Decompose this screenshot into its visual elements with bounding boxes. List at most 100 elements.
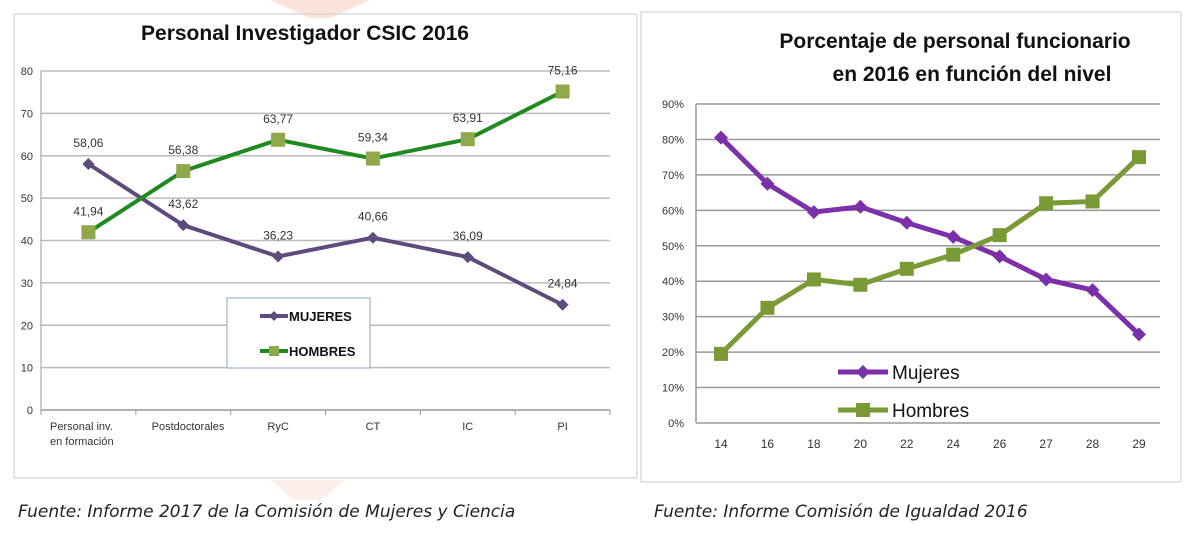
legend-marker (856, 365, 870, 379)
x-tick-label: 27 (1039, 437, 1053, 451)
data-point-hombres (899, 261, 914, 276)
data-point-hombres (81, 225, 96, 240)
y-tick-label: 80% (662, 134, 684, 146)
data-point-mujeres (177, 219, 190, 232)
data-point-hombres (1132, 150, 1146, 165)
y-tick-label: 60 (21, 151, 33, 163)
data-point-mujeres (82, 157, 95, 170)
data-label: 58,06 (73, 136, 103, 150)
series-line-hombres (719, 155, 1141, 356)
y-tick-label: 90% (662, 99, 684, 111)
series-line-mujeres (719, 135, 1141, 337)
data-label: 43,62 (168, 197, 198, 211)
legend-label: HOMBRES (289, 344, 356, 359)
x-tick-label: 14 (714, 437, 728, 451)
y-tick-label: 10% (662, 383, 684, 395)
data-point-hombres (1085, 194, 1100, 209)
data-point-hombres (1039, 196, 1054, 211)
legend-box (226, 297, 371, 369)
data-label: 40,66 (358, 210, 388, 224)
x-tick-label: PI (557, 421, 567, 433)
y-tick-label: 40% (662, 276, 684, 288)
data-point-mujeres (946, 229, 961, 244)
x-tick-label: RyC (267, 421, 288, 433)
data-point-mujeres (461, 251, 474, 264)
data-point-mujeres (366, 231, 379, 244)
legend-label: MUJERES (289, 309, 352, 324)
data-point-hombres (460, 132, 475, 147)
data-point-hombres (806, 272, 821, 287)
legend-marker (269, 346, 279, 356)
y-tick-label: 0% (668, 418, 684, 430)
x-tick-label: Postdoctorales (152, 421, 225, 433)
watermark-shape (270, 480, 345, 500)
x-tick-label-line: Postdoctorales (152, 421, 225, 433)
x-tick-label-line: RyC (267, 421, 288, 433)
legend-marker (269, 311, 279, 321)
data-label: 75,16 (548, 64, 578, 78)
x-tick-label-line: IC (462, 421, 473, 433)
legend-marker (856, 403, 870, 417)
y-tick-label: 0 (27, 405, 33, 417)
right-chart-frame (640, 11, 1182, 483)
left-chart-frame (13, 13, 638, 479)
legend: MUJERES HOMBRES (226, 297, 371, 369)
y-tick-label: 40 (21, 236, 33, 248)
x-tick-label: 20 (854, 437, 868, 451)
data-point-hombres (714, 346, 728, 361)
x-tick-label-line: CT (366, 421, 381, 433)
x-tick-label: 28 (1086, 437, 1100, 451)
data-point-mujeres (1132, 327, 1146, 342)
chart-title-line: en 2016 en función del nivel (833, 63, 1112, 86)
y-tick-label: 50 (21, 193, 33, 205)
data-label: 63,77 (263, 112, 293, 126)
left-source-caption: Fuente: Informe 2017 de la Comisión de M… (18, 502, 516, 522)
y-tick-label: 70 (21, 108, 33, 120)
data-point-hombres (853, 277, 868, 292)
watermark-shape (270, 0, 370, 18)
series-line-mujeres (87, 162, 564, 307)
x-tick-label: 29 (1132, 437, 1146, 451)
data-point-mujeres (853, 199, 868, 214)
legend-label: Hombres (892, 401, 969, 422)
data-point-hombres (271, 132, 286, 147)
y-tick-label: 70% (662, 170, 684, 182)
data-point-hombres (176, 164, 191, 179)
y-tick-label: 30 (21, 278, 33, 290)
x-tick-label: IC (462, 421, 473, 433)
legend-label: Mujeres (892, 363, 960, 384)
right-chart: Porcentaje de personal funcionario en 201… (662, 30, 1160, 451)
y-tick-label: 20 (21, 320, 33, 332)
data-point-mujeres (899, 215, 914, 230)
x-tick-label: CT (366, 421, 381, 433)
data-point-mujeres (272, 250, 285, 263)
y-tick-label: 50% (662, 241, 684, 253)
x-tick-label-line: PI (557, 421, 567, 433)
data-label: 56,38 (168, 143, 198, 157)
x-tick-label: 16 (761, 437, 775, 451)
data-point-mujeres (556, 298, 569, 311)
chart-title-line: Porcentaje de personal funcionario (779, 30, 1130, 53)
series-line-hombres (87, 89, 564, 234)
data-label: 59,34 (358, 131, 388, 145)
x-tick-label-line: Personal inv. (50, 421, 113, 433)
data-label: 24,84 (548, 277, 578, 291)
data-point-mujeres (714, 130, 728, 145)
data-label: 36,09 (453, 229, 483, 243)
chart-title: Personal Investigador CSIC 2016 (141, 22, 469, 45)
y-tick-label: 80 (21, 66, 33, 78)
data-point-mujeres (806, 205, 821, 220)
x-tick-label: 24 (947, 437, 961, 451)
data-point-hombres (365, 151, 380, 166)
y-tick-label: 30% (662, 312, 684, 324)
x-tick-label: 22 (900, 437, 914, 451)
right-source-caption: Fuente: Informe Comisión de Igualdad 201… (654, 502, 1028, 522)
data-point-hombres (946, 247, 961, 262)
x-tick-label: Personal inv. en formación (50, 421, 114, 448)
data-label: 41,94 (73, 204, 103, 218)
data-label: 36,23 (263, 228, 293, 242)
data-point-mujeres (760, 176, 775, 191)
data-point-hombres (992, 228, 1007, 243)
y-tick-label: 60% (662, 205, 684, 217)
